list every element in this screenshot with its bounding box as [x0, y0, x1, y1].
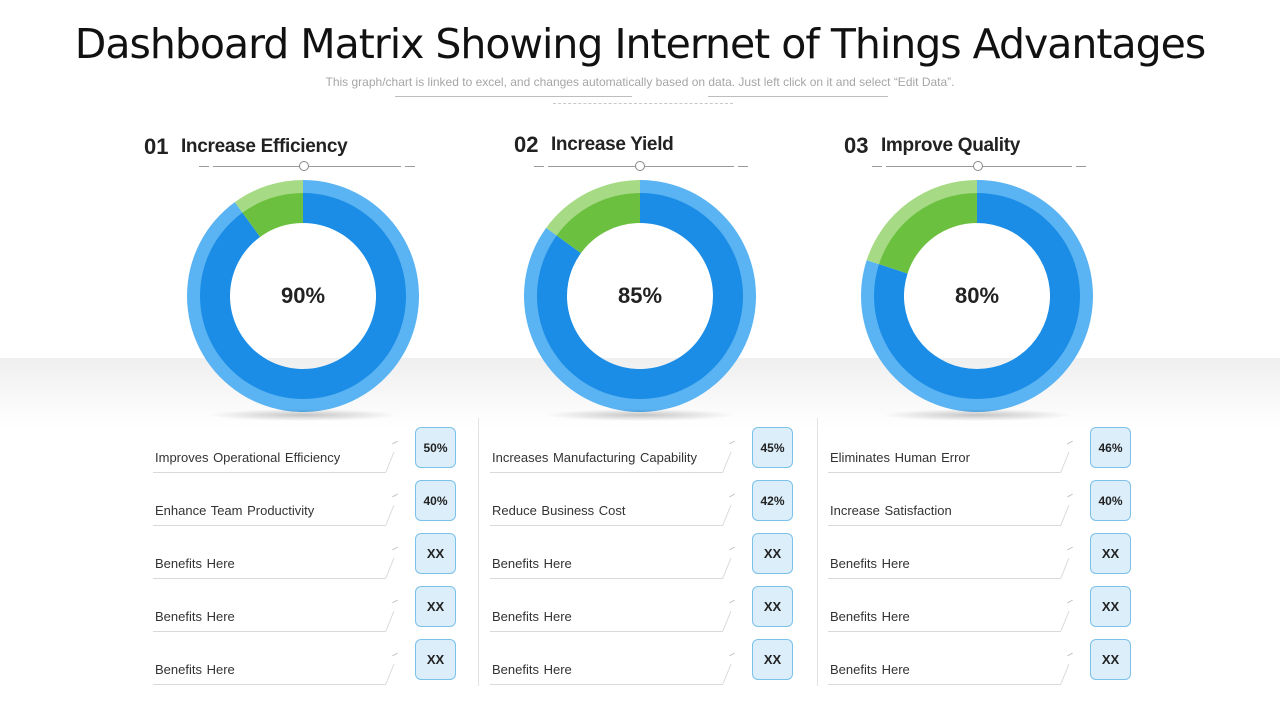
panel-heading: 03 Improve Quality: [844, 133, 1020, 159]
benefit-value-badge: 40%: [415, 480, 456, 521]
page-subtitle: This graph/chart is linked to excel, and…: [325, 75, 955, 89]
subtitle-rule-dashed: [553, 103, 733, 104]
benefit-value-badge: 46%: [1090, 427, 1131, 468]
donut-svg: [861, 180, 1093, 412]
panel-improve-quality: 03 Improve Quality 80% Eliminates Human …: [828, 128, 1170, 698]
panel-title: Improve Quality: [880, 135, 1021, 156]
donut-segment: [556, 193, 640, 254]
list-item: Enhance Team Productivity 40%: [153, 479, 495, 532]
list-item: Eliminates Human Error 46%: [828, 426, 1170, 479]
donut-shadow: [208, 409, 398, 421]
panel-number: 03: [844, 133, 869, 158]
heading-decoration: [199, 160, 415, 172]
benefit-label: Improves Operational Efficiency: [155, 450, 341, 465]
panel-increase-yield: 02 Increase Yield 85% Increases Manufact…: [490, 128, 832, 698]
list-item: Increases Manufacturing Capability 45%: [490, 426, 832, 479]
list-item: Benefits Here XX: [828, 585, 1170, 638]
benefit-list: Increases Manufacturing Capability 45% R…: [490, 426, 832, 691]
panel-number: 02: [514, 132, 539, 157]
panel-title: Increase Efficiency: [180, 136, 348, 157]
benefit-label: Enhance Team Productivity: [155, 503, 315, 518]
benefit-value-badge: 45%: [752, 427, 793, 468]
benefit-value-badge: XX: [415, 586, 456, 627]
donut-shadow: [545, 409, 735, 421]
benefit-label: Benefits Here: [155, 662, 235, 677]
benefit-label: Benefits Here: [830, 662, 910, 677]
page-title: Dashboard Matrix Showing Internet of Thi…: [74, 20, 1206, 68]
benefit-value-badge: 40%: [1090, 480, 1131, 521]
benefit-list: Eliminates Human Error 46% Increase Sati…: [828, 426, 1170, 691]
list-item: Benefits Here XX: [828, 638, 1170, 691]
benefit-value-badge: XX: [752, 639, 793, 680]
benefit-label: Benefits Here: [155, 609, 235, 624]
benefit-value-badge: XX: [415, 533, 456, 574]
donut-chart: 85%: [522, 178, 758, 414]
donut-svg: [524, 180, 756, 412]
column-divider: [817, 418, 818, 686]
benefit-label: Benefits Here: [830, 556, 910, 571]
benefit-label: Increases Manufacturing Capability: [492, 450, 698, 465]
list-item: Benefits Here XX: [490, 638, 832, 691]
list-item: Benefits Here XX: [828, 532, 1170, 585]
donut-segment-outer: [234, 180, 303, 214]
donut-chart: 80%: [859, 178, 1095, 414]
benefit-label: Benefits Here: [830, 609, 910, 624]
list-item: Benefits Here XX: [153, 532, 495, 585]
benefit-label: Benefits Here: [492, 556, 572, 571]
list-item: Reduce Business Cost 42%: [490, 479, 832, 532]
benefit-value-badge: XX: [1090, 639, 1131, 680]
benefit-label: Eliminates Human Error: [830, 450, 970, 465]
subtitle-rule-left: [395, 96, 632, 97]
benefit-label: Increase Satisfaction: [830, 503, 952, 518]
panel-heading: 01 Increase Efficiency: [144, 134, 348, 160]
donut-segment: [242, 193, 303, 237]
panel-increase-efficiency: 01 Increase Efficiency 90% Improves Oper…: [144, 128, 495, 698]
benefit-value-badge: XX: [752, 586, 793, 627]
subtitle-rule-right: [708, 96, 888, 97]
donut-percent-label: 80%: [954, 283, 1000, 308]
heading-decoration: [534, 160, 748, 172]
benefit-list: Improves Operational Efficiency 50% Enha…: [153, 426, 495, 691]
benefit-label: Benefits Here: [155, 556, 235, 571]
donut-chart: 90%: [185, 178, 421, 414]
panel-title: Increase Yield: [550, 134, 674, 155]
list-item: Benefits Here XX: [490, 585, 832, 638]
donut-percent-label: 90%: [280, 283, 326, 308]
benefit-value-badge: 42%: [752, 480, 793, 521]
panel-heading: 02 Increase Yield: [514, 132, 674, 158]
donut-percent-label: 85%: [617, 283, 663, 308]
list-item: Increase Satisfaction 40%: [828, 479, 1170, 532]
benefit-label: Benefits Here: [492, 609, 572, 624]
benefit-label: Reduce Business Cost: [492, 503, 626, 518]
list-item: Improves Operational Efficiency 50%: [153, 426, 495, 479]
list-item: Benefits Here XX: [490, 532, 832, 585]
column-divider: [478, 418, 479, 686]
donut-segment-outer: [866, 180, 977, 265]
list-item: Benefits Here XX: [153, 638, 495, 691]
donut-segment: [879, 193, 977, 274]
benefit-value-badge: XX: [1090, 586, 1131, 627]
benefit-value-badge: XX: [752, 533, 793, 574]
donut-svg: [186, 180, 419, 412]
list-item: Benefits Here XX: [153, 585, 495, 638]
benefit-label: Benefits Here: [492, 662, 572, 677]
donut-shadow: [882, 409, 1072, 421]
benefit-value-badge: 50%: [415, 427, 456, 468]
benefit-value-badge: XX: [1090, 533, 1131, 574]
panel-number: 01: [144, 134, 169, 159]
heading-decoration: [872, 160, 1086, 172]
benefit-value-badge: XX: [415, 639, 456, 680]
